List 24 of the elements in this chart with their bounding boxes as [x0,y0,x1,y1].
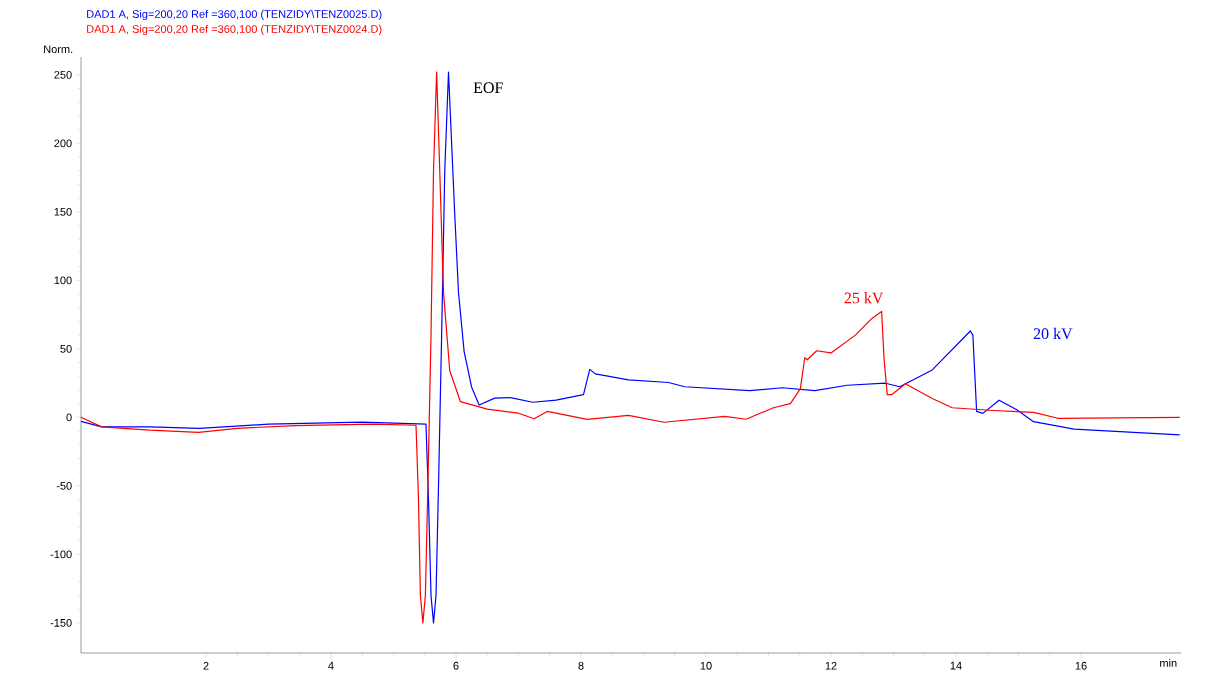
text: DAD1 A, Sig=200,20 Ref =360,100 (TENZIDY\TENZ0024.D) [87,24,382,36]
x-tick-label: 2 [203,661,209,670]
y-tick-label: 50 [60,344,72,353]
x-tick-label: 4 [328,661,334,670]
annotation: 20 kV [1033,327,1073,340]
y-tick-label: -100 [50,550,72,559]
x-tick-label: 8 [578,661,584,670]
y-tick-label: 100 [54,276,72,285]
x-tick-label: 12 [825,661,837,670]
x-tick-label: 10 [700,661,712,670]
x-tick-label: 14 [950,661,962,670]
annotation: EOF [473,82,503,94]
y-axis-title: Norm. [44,45,73,54]
y-tick-label: 250 [54,70,72,79]
text: DAD1 A, Sig=200,20 Ref =360,100 (TENZIDY\TENZ0025.D) [87,9,382,21]
y-tick-label: -50 [56,481,72,490]
y-tick-label: 150 [54,207,72,216]
x-tick-label: 16 [1075,661,1087,670]
x-axis-title: min [1160,658,1177,667]
y-tick-label: 0 [66,413,72,422]
x-tick-label: 6 [453,661,459,670]
y-tick-label: 200 [54,139,72,148]
annotation: 25 kV [844,292,884,304]
y-tick-label: -150 [50,618,72,627]
